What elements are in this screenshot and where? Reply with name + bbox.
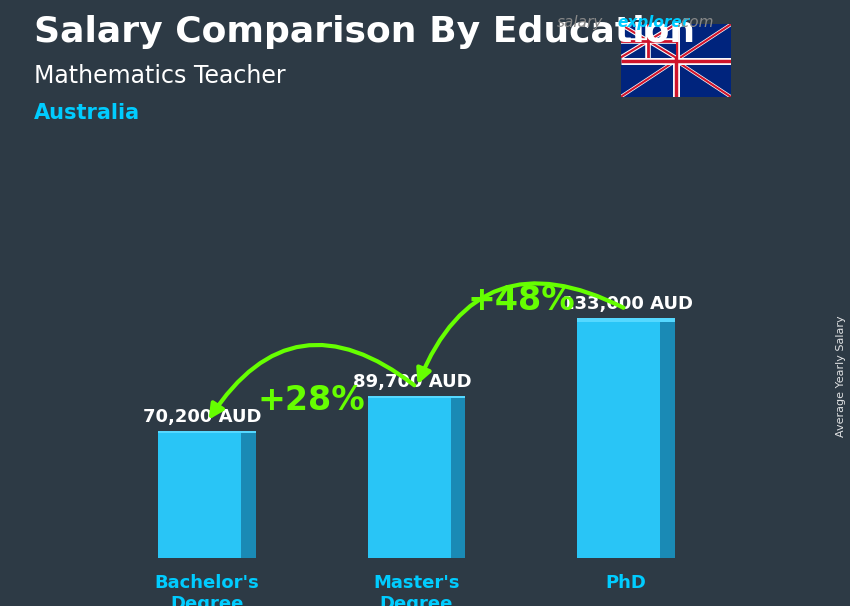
Bar (241, 431, 256, 558)
Bar (660, 318, 675, 558)
Bar (158, 431, 241, 558)
Text: +48%: +48% (468, 284, 575, 318)
Text: 133,000 AUD: 133,000 AUD (563, 295, 694, 313)
Text: Average Yearly Salary: Average Yearly Salary (836, 315, 846, 436)
Bar (577, 318, 675, 322)
Bar (450, 396, 465, 558)
Bar (158, 431, 256, 433)
Text: salary: salary (557, 15, 603, 30)
Bar (368, 396, 451, 558)
Text: +28%: +28% (258, 384, 366, 417)
Bar (577, 318, 660, 558)
Text: .com: .com (676, 15, 713, 30)
Text: Salary Comparison By Education: Salary Comparison By Education (34, 15, 695, 49)
Text: 70,200 AUD: 70,200 AUD (144, 408, 262, 425)
Text: 89,700 AUD: 89,700 AUD (353, 373, 472, 391)
Text: Australia: Australia (34, 103, 140, 123)
Text: explorer: explorer (618, 15, 690, 30)
Text: Mathematics Teacher: Mathematics Teacher (34, 64, 286, 88)
Bar (368, 396, 465, 398)
